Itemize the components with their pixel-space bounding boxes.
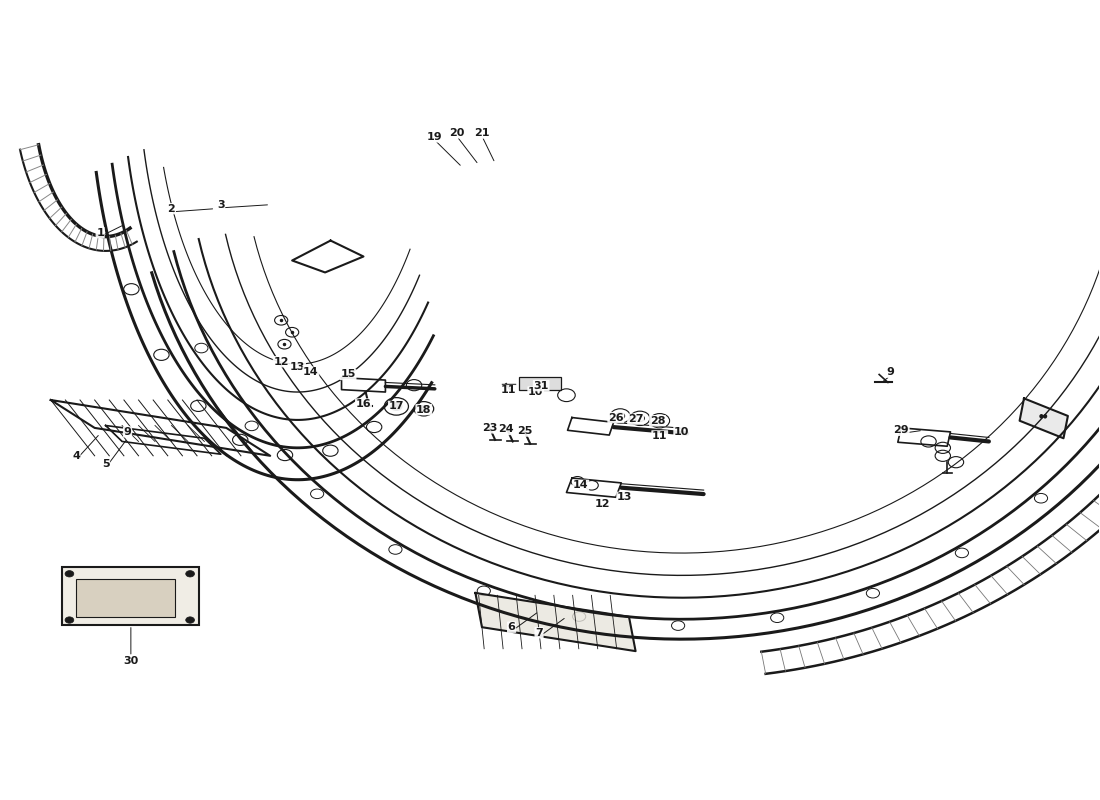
Text: 13: 13 bbox=[617, 492, 632, 502]
Circle shape bbox=[419, 406, 428, 412]
Text: 9: 9 bbox=[887, 367, 894, 377]
Text: 14: 14 bbox=[302, 367, 319, 377]
Text: 13: 13 bbox=[290, 362, 306, 371]
Text: 11: 11 bbox=[500, 386, 516, 395]
Text: 21: 21 bbox=[474, 128, 490, 138]
Text: 4: 4 bbox=[73, 451, 80, 461]
Text: 2: 2 bbox=[167, 204, 175, 214]
Text: 9: 9 bbox=[123, 427, 132, 437]
Text: 23: 23 bbox=[482, 423, 497, 433]
Text: 31: 31 bbox=[534, 381, 549, 390]
Circle shape bbox=[390, 402, 402, 410]
FancyBboxPatch shape bbox=[519, 377, 561, 390]
Circle shape bbox=[186, 617, 195, 623]
Text: 14: 14 bbox=[573, 480, 588, 490]
Text: 28: 28 bbox=[650, 416, 666, 426]
Text: 17: 17 bbox=[388, 402, 404, 411]
Circle shape bbox=[186, 570, 195, 577]
Text: 19: 19 bbox=[427, 132, 442, 142]
Circle shape bbox=[65, 617, 74, 623]
Circle shape bbox=[65, 570, 74, 577]
Text: 26: 26 bbox=[608, 413, 624, 422]
Text: 29: 29 bbox=[893, 426, 909, 435]
Text: 10: 10 bbox=[528, 387, 543, 397]
Text: 12: 12 bbox=[274, 357, 289, 366]
Text: 16: 16 bbox=[355, 399, 372, 409]
Text: 12: 12 bbox=[595, 498, 610, 509]
Text: 30: 30 bbox=[123, 657, 139, 666]
Text: 5: 5 bbox=[102, 458, 109, 469]
Text: 7: 7 bbox=[536, 628, 543, 638]
Text: 20: 20 bbox=[449, 128, 464, 138]
Polygon shape bbox=[1020, 398, 1068, 438]
FancyBboxPatch shape bbox=[76, 578, 175, 617]
Text: 25: 25 bbox=[517, 426, 532, 436]
Text: 3: 3 bbox=[217, 200, 224, 210]
Text: 18: 18 bbox=[416, 405, 431, 414]
Text: 24: 24 bbox=[498, 425, 514, 434]
Text: 1: 1 bbox=[97, 227, 104, 238]
Text: 27: 27 bbox=[628, 414, 643, 424]
FancyBboxPatch shape bbox=[62, 567, 199, 625]
Polygon shape bbox=[475, 593, 636, 651]
Text: ●●: ●● bbox=[1040, 414, 1048, 418]
Text: 10: 10 bbox=[674, 427, 690, 437]
Text: 15: 15 bbox=[340, 370, 355, 379]
Text: 11: 11 bbox=[652, 431, 668, 441]
Text: 6: 6 bbox=[508, 622, 516, 632]
